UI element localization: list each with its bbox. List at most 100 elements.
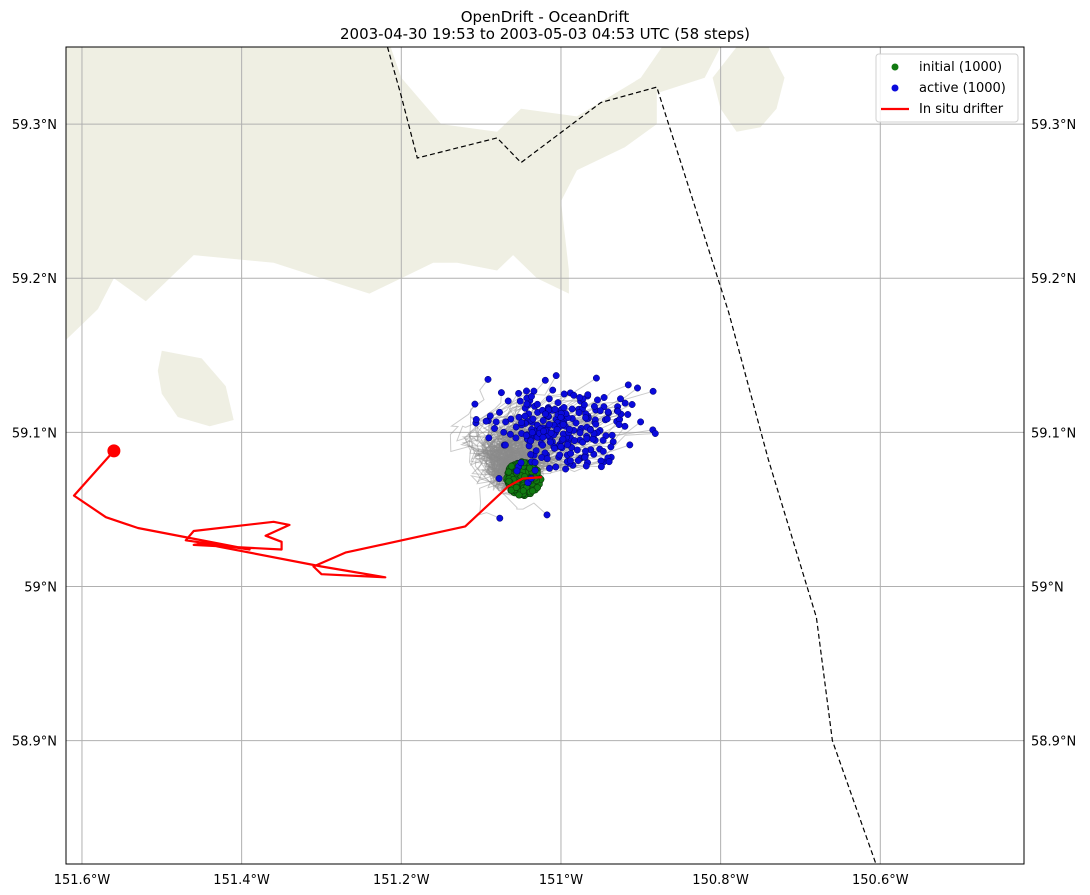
map-frame <box>65 46 1025 865</box>
trajectory <box>487 438 542 479</box>
legend-active-marker <box>891 84 899 92</box>
trajectory <box>469 392 528 465</box>
active-particle <box>563 441 571 449</box>
active-particle <box>539 441 547 449</box>
active-particle <box>580 401 588 409</box>
y-tick-label-left-4: 59.3°N <box>12 118 57 133</box>
active-particle <box>531 458 539 466</box>
active-particle <box>472 416 480 423</box>
active-particle <box>529 415 537 423</box>
active-particle <box>597 463 605 471</box>
active-particle <box>523 400 531 408</box>
active-particle <box>546 464 553 472</box>
x-tick-label-2: 151.2°W <box>373 873 430 888</box>
active-particle <box>605 458 613 466</box>
legend: initial (1000) active (1000) In situ dri… <box>875 53 1019 123</box>
active-particle <box>500 428 508 436</box>
active-particles <box>471 372 659 522</box>
x-tick-label-5: 150.6°W <box>852 873 909 888</box>
active-particle <box>533 400 541 408</box>
active-particle <box>596 407 604 415</box>
active-particle <box>549 386 557 394</box>
trajectory <box>469 435 527 496</box>
active-particle <box>599 447 607 455</box>
active-particle <box>516 397 524 405</box>
active-particle <box>626 441 634 449</box>
active-particle <box>560 404 568 411</box>
legend-drifter-label: In situ drifter <box>919 102 1004 117</box>
active-particle <box>501 441 509 449</box>
active-particle <box>582 462 590 470</box>
land-polygon-0 <box>66 47 721 340</box>
initial-particle <box>533 484 541 492</box>
x-axis-ticks: 151.6°W 151.4°W 151.2°W 151°W 150.8°W 150.6°W <box>54 873 909 888</box>
active-particle <box>567 449 575 457</box>
legend-frame <box>875 53 1019 123</box>
trajectory <box>476 462 522 491</box>
active-particle <box>589 435 597 443</box>
trajectory <box>474 400 523 495</box>
active-particle <box>528 392 535 400</box>
active-particle <box>581 453 589 461</box>
trajectory <box>478 439 532 475</box>
trajectory <box>485 406 536 480</box>
trajectory <box>484 412 538 477</box>
active-particle <box>512 434 520 442</box>
map-area <box>65 46 1025 865</box>
active-particle <box>576 429 584 437</box>
active-particle <box>570 391 578 399</box>
active-particle <box>584 391 592 399</box>
trajectory <box>469 444 513 467</box>
active-particle <box>594 396 601 404</box>
active-particle <box>559 435 567 443</box>
active-particle <box>545 395 553 403</box>
trajectory <box>487 452 546 489</box>
active-particle <box>624 381 632 389</box>
active-particle <box>471 400 479 408</box>
active-particle <box>532 447 540 455</box>
x-tick-label-0: 151.6°W <box>54 873 111 888</box>
active-particle <box>527 451 535 458</box>
active-particle <box>573 446 581 454</box>
active-particle <box>492 418 500 426</box>
active-particle <box>566 457 574 465</box>
active-particle <box>624 411 632 418</box>
active-particle <box>543 511 551 519</box>
active-particle <box>553 426 561 433</box>
y-tick-label-right-0: 58.9°N <box>1031 735 1076 750</box>
active-particle <box>562 465 570 473</box>
legend-active-label: active (1000) <box>919 81 1006 96</box>
initial-particle <box>505 468 513 476</box>
active-particle <box>592 420 600 428</box>
trajectory <box>478 434 523 478</box>
trajectory <box>477 393 521 479</box>
active-particle <box>496 408 503 416</box>
active-particle <box>528 429 536 436</box>
legend-initial-marker <box>891 63 899 71</box>
active-particle <box>592 374 600 382</box>
active-particle <box>506 430 514 438</box>
active-particle <box>522 432 530 439</box>
trajectory <box>496 416 549 494</box>
trajectory <box>464 420 514 488</box>
x-tick-label-3: 151°W <box>539 873 583 888</box>
y-tick-label-left-2: 59.1°N <box>12 426 57 441</box>
drifter-track <box>72 450 542 579</box>
active-particle <box>637 418 645 426</box>
active-particle <box>560 390 568 398</box>
trajectory <box>485 420 544 481</box>
boundary-layer <box>386 47 877 864</box>
active-particle <box>554 399 562 407</box>
trajectory <box>476 418 529 480</box>
active-particle <box>582 414 590 422</box>
active-particle <box>507 415 515 423</box>
active-particle <box>557 443 565 451</box>
active-particle <box>541 376 549 384</box>
boundary-line <box>386 47 877 864</box>
figure-title-line2: 2003-04-30 19:53 to 2003-05-03 04:53 UTC… <box>340 25 750 43</box>
active-particle <box>607 443 615 451</box>
active-particle <box>540 427 548 435</box>
y-tick-label-right-3: 59.2°N <box>1031 272 1076 287</box>
active-particle <box>621 399 629 407</box>
